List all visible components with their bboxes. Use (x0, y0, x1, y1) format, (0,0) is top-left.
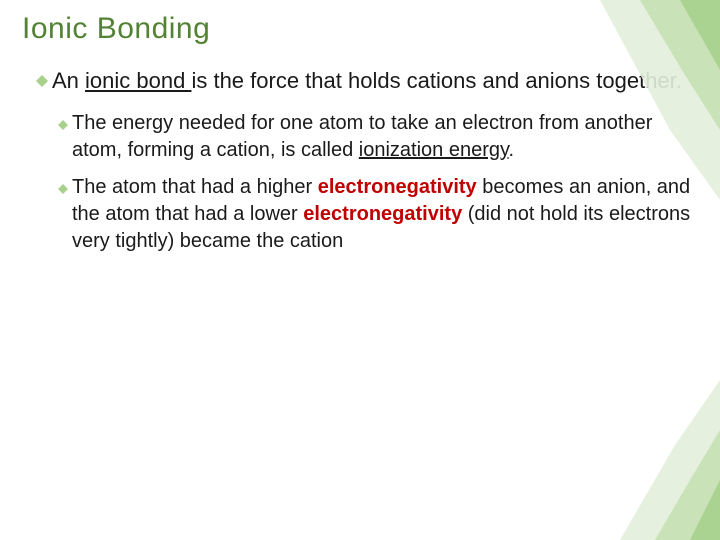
diamond-icon (58, 181, 68, 191)
s1-prefix: The (72, 112, 112, 134)
diamond-icon (36, 74, 48, 86)
sub-1-text: The energy needed for one atom to take a… (72, 110, 698, 164)
s2-rest1: atom that had a higher (112, 176, 318, 198)
sub-2-text: The atom that had a higher electronegati… (72, 174, 698, 255)
s1-suffix: . (509, 139, 515, 161)
slide-title: Ionic Bonding (22, 12, 698, 46)
p1-prefix: An (52, 68, 85, 93)
sub-point-1: The energy needed for one atom to take a… (58, 110, 698, 164)
s2-em2: electronegativity (303, 203, 462, 225)
p1-rest: is the force that holds cations and anio… (191, 68, 681, 93)
s2-prefix: The (72, 176, 112, 198)
p1-term: ionic bond (85, 68, 191, 93)
diamond-icon (58, 117, 68, 127)
slide-container: Ionic Bonding An ionic bond is the force… (0, 0, 720, 540)
s1-term: ionization energy (359, 139, 509, 161)
s2-em1: electronegativity (318, 176, 477, 198)
point-1-text: An ionic bond is the force that holds ca… (52, 66, 682, 96)
bullet-point-1: An ionic bond is the force that holds ca… (36, 66, 698, 96)
sub-point-2: The atom that had a higher electronegati… (58, 174, 698, 255)
